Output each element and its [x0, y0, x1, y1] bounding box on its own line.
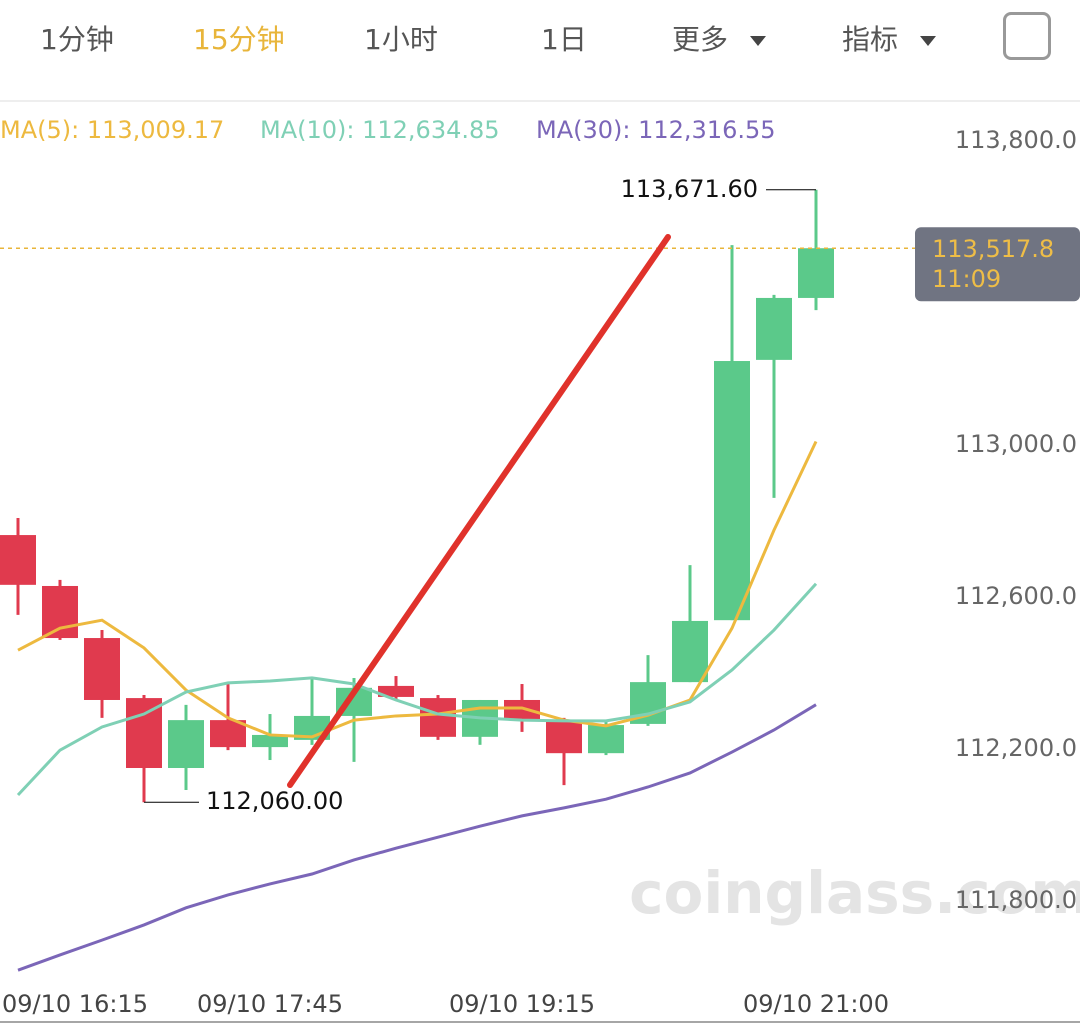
candle-body	[378, 685, 414, 697]
y-tick-label: 113,800.0	[955, 126, 1077, 154]
x-tick-label: 09/10 16:15	[2, 990, 148, 1018]
ma-line	[17, 440, 818, 739]
candle-body	[756, 297, 792, 360]
ma-line	[17, 703, 817, 972]
legend-entry: MA(30): 112,316.55	[536, 116, 776, 144]
candle-body	[504, 699, 540, 721]
x-tick-label: 09/10 19:15	[449, 990, 595, 1018]
fullscreen-button[interactable]	[1003, 12, 1051, 60]
candle-body	[252, 734, 288, 748]
tab[interactable]: 更多	[672, 18, 767, 58]
tab-text: 指标	[842, 23, 899, 56]
tab[interactable]: 指标	[842, 18, 937, 58]
countdown: 11:09	[932, 265, 1001, 293]
candle-body	[168, 720, 204, 768]
candle-body	[588, 725, 624, 754]
candle-body	[42, 585, 78, 639]
last-price-label: 113,517.8	[932, 235, 1054, 263]
ma-line	[16, 582, 818, 797]
price-tag	[915, 227, 1080, 302]
candle-body	[672, 620, 708, 683]
candle-body	[420, 698, 456, 737]
candle-body	[210, 720, 246, 748]
candle-body	[714, 361, 750, 621]
dropdown-arrow	[920, 36, 937, 46]
legend-entry: MA(10): 112,634.85	[260, 116, 500, 144]
y-tick-label: 111,800.0	[955, 886, 1077, 914]
tab[interactable]: 1日	[541, 23, 587, 56]
legend-entry: MA(5): 113,009.17	[0, 116, 224, 144]
tab[interactable]: 1分钟	[40, 23, 114, 56]
dropdown-arrow	[750, 36, 767, 46]
y-tick-label: 112,600.0	[955, 582, 1077, 610]
high-label: 113,671.60	[621, 175, 758, 203]
low-label: 112,060.00	[206, 787, 343, 815]
watermark: coinglass.com	[629, 859, 1080, 927]
candle-body	[84, 638, 120, 700]
x-tick-label: 09/10 17:45	[197, 990, 343, 1018]
candle-body	[546, 720, 582, 754]
x-tick-label: 09/10 21:00	[743, 990, 889, 1018]
y-tick-label: 113,000.0	[955, 430, 1077, 458]
candle-body	[126, 698, 162, 768]
candle-body	[0, 535, 36, 585]
trend-line-drawing	[287, 234, 671, 788]
y-tick-label: 112,200.0	[955, 734, 1077, 762]
candle-body	[798, 248, 834, 298]
tab[interactable]: 1小时	[364, 23, 438, 56]
tab[interactable]: 15分钟	[193, 23, 285, 56]
tab-bar: 1分钟 15分钟 1小时 1日 更多 指标	[0, 0, 1080, 102]
tab-text: 更多	[672, 23, 729, 56]
